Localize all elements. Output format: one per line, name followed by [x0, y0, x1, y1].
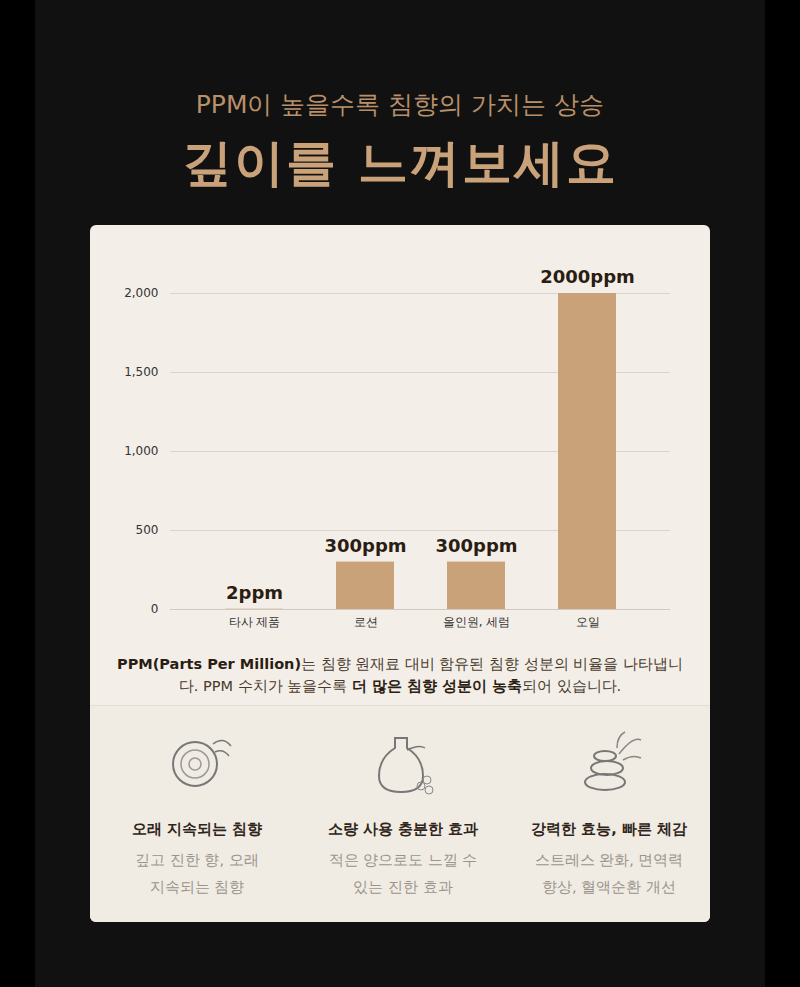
html-text:강력한 효능, 빠른 체감: 강력한 효능, 빠른 체감	[531, 821, 687, 837]
html-text:오래 지속되는 침향: 오래 지속되는 침향	[131, 821, 262, 837]
svg-text:500: 500	[136, 523, 159, 537]
svg-text:300ppm: 300ppm	[324, 535, 406, 556]
html-text:향상, 혈액순환 개선: 향상, 혈액순환 개선	[542, 879, 676, 895]
html-text:소량 사용 충분한 효과: 소량 사용 충분한 효과	[327, 821, 479, 837]
svg-text:300ppm: 300ppm	[435, 535, 517, 556]
svg-text:2,000: 2,000	[124, 286, 158, 300]
svg-text:0: 0	[151, 602, 159, 616]
html-text:지속되는 침향: 지속되는 침향	[149, 879, 245, 895]
svg-text:2000ppm: 2000ppm	[540, 266, 635, 287]
svg-text:올인원, 세럼: 올인원, 세럼	[443, 615, 511, 629]
svg-text:1,000: 1,000	[124, 444, 158, 458]
html-text:PPM이 높을수록 침향의 가치는 상승: PPM이 높을수록 침향의 가치는 상승	[195, 90, 605, 119]
svg-text:2ppm: 2ppm	[226, 582, 283, 603]
svg-text:1,500: 1,500	[124, 365, 158, 379]
svg-text:타사 제품: 타사 제품	[229, 615, 281, 629]
svg-text:오일: 오일	[576, 615, 600, 629]
html-text:깊이를 느껴보세요: 깊이를 느껴보세요	[182, 133, 618, 192]
html-text:적은 양으로도 느낄 수: 적은 양으로도 느낄 수	[328, 852, 478, 868]
svg-text:로션: 로션	[354, 615, 378, 629]
html-text:PPM(Parts Per Million)는 침향 원재료: PPM(Parts Per Million)는 침향 원재료 대비 함유된 침향…	[117, 656, 683, 694]
html-text:있는 진한 효과: 있는 진한 효과	[353, 879, 453, 895]
html-text:스트레스 완화, 면역력: 스트레스 완화, 면역력	[534, 852, 684, 868]
html-text:깊고 진한 향, 오래: 깊고 진한 향, 오래	[135, 852, 259, 868]
